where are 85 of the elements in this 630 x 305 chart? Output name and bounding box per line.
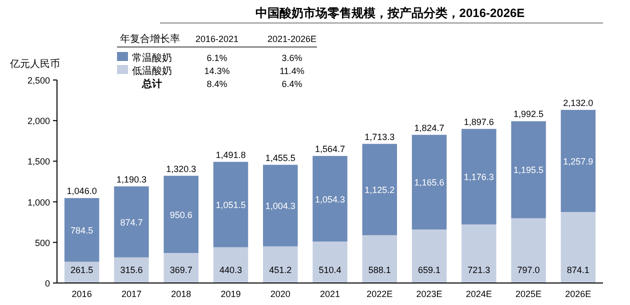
data-label: 315.6 xyxy=(120,265,143,275)
bar xyxy=(462,128,496,224)
bar xyxy=(164,252,198,283)
data-label: 1,176.3 xyxy=(464,172,494,182)
bar xyxy=(560,110,596,212)
data-label: 1,195.5 xyxy=(514,165,544,176)
x-tick-label: 2024E xyxy=(466,289,492,299)
data-label: 874.1 xyxy=(566,265,590,275)
data-label: 1,257.9 xyxy=(563,156,594,166)
total-label: 2,132.0 xyxy=(563,98,594,108)
data-label: 659.1 xyxy=(418,265,441,275)
annotation: 总计 xyxy=(141,78,162,90)
y-tick-label: 1,000 xyxy=(27,197,50,208)
total-label: 1,046.0 xyxy=(66,186,97,196)
legend-label: 常温酸奶 xyxy=(132,52,172,64)
bar xyxy=(114,186,149,258)
x-tick-label: 2018 xyxy=(171,289,192,299)
chart-title: 中国酸奶市场零售规模，按产品分类，2016-2026E xyxy=(255,6,525,20)
data-label: 1,004.3 xyxy=(265,201,296,212)
total-label: 1,897.6 xyxy=(464,116,494,127)
bar xyxy=(362,144,398,236)
data-label: 797.0 xyxy=(517,265,540,275)
bar xyxy=(312,242,348,283)
total-label: 1,824.7 xyxy=(414,122,444,133)
y-tick-label: 500 xyxy=(34,238,50,248)
data-label: 1,165.6 xyxy=(414,178,444,188)
total-label: 1,491.8 xyxy=(216,150,246,160)
total-label: 1,564.7 xyxy=(314,144,346,154)
data-label: 950.6 xyxy=(170,210,192,220)
text: 6.1% xyxy=(206,53,228,63)
x-tick-label: 2020 xyxy=(270,289,290,299)
data-label: 588.1 xyxy=(368,265,391,275)
x-tick-label: 2016 xyxy=(72,289,92,299)
x-tick-label: 2026E xyxy=(565,289,592,299)
total-label: 1,713.3 xyxy=(364,132,395,142)
bar xyxy=(312,156,348,242)
text: 11.4% xyxy=(280,66,304,76)
total-label: 1,190.3 xyxy=(116,174,146,184)
data-label: 440.3 xyxy=(219,265,242,275)
data-label: 261.5 xyxy=(70,265,94,275)
total-label: 1,320.3 xyxy=(166,164,196,174)
x-tick-label: 2025E xyxy=(516,289,542,299)
x-tick-label: 2022E xyxy=(366,289,393,299)
annotation: 8.4% xyxy=(206,79,228,89)
bar xyxy=(362,235,398,283)
bar xyxy=(213,162,248,248)
data-label: 510.4 xyxy=(318,265,342,275)
annotation: 6.4% xyxy=(282,79,302,89)
bar xyxy=(412,229,447,283)
text: 3.6% xyxy=(282,53,302,63)
bar xyxy=(412,134,447,230)
data-label: 721.3 xyxy=(468,265,490,275)
y-axis-title: 亿元人民币 xyxy=(9,58,60,70)
x-tick-label: 2023E xyxy=(416,289,442,299)
y-tick-label: 0 xyxy=(44,278,50,288)
x-tick-label: 2019 xyxy=(220,289,241,299)
total-label: 1,455.5 xyxy=(265,152,296,163)
bar xyxy=(213,247,248,283)
data-label: 1,125.2 xyxy=(364,185,395,196)
text: 14.3% xyxy=(204,66,230,76)
bar xyxy=(511,218,546,283)
x-tick-label: 2021 xyxy=(320,289,340,299)
text: 2021-2026E xyxy=(267,34,317,44)
y-tick-label: 2,500 xyxy=(27,76,50,86)
data-label: 1,051.5 xyxy=(216,200,246,210)
y-tick-label: 2,000 xyxy=(27,116,50,126)
x-tick-label: 2017 xyxy=(121,289,142,299)
text: 年复合增长率 xyxy=(120,34,180,45)
data-label: 784.5 xyxy=(70,225,94,236)
bar xyxy=(64,198,100,262)
bar xyxy=(114,257,149,283)
total-label: 1,992.5 xyxy=(514,109,544,120)
bar xyxy=(262,164,298,246)
data-label: 1,054.3 xyxy=(314,194,346,204)
data-label: 369.7 xyxy=(170,265,192,275)
data-label: 451.2 xyxy=(269,265,292,275)
data-label: 874.7 xyxy=(120,217,143,228)
legend-label: 低温酸奶 xyxy=(132,65,172,77)
bar xyxy=(511,121,546,218)
bar xyxy=(262,246,298,283)
bar xyxy=(164,176,198,253)
text: 2016-2021 xyxy=(195,34,239,44)
bar xyxy=(560,212,596,283)
y-tick-label: 1,500 xyxy=(27,156,50,167)
bar xyxy=(462,224,496,283)
